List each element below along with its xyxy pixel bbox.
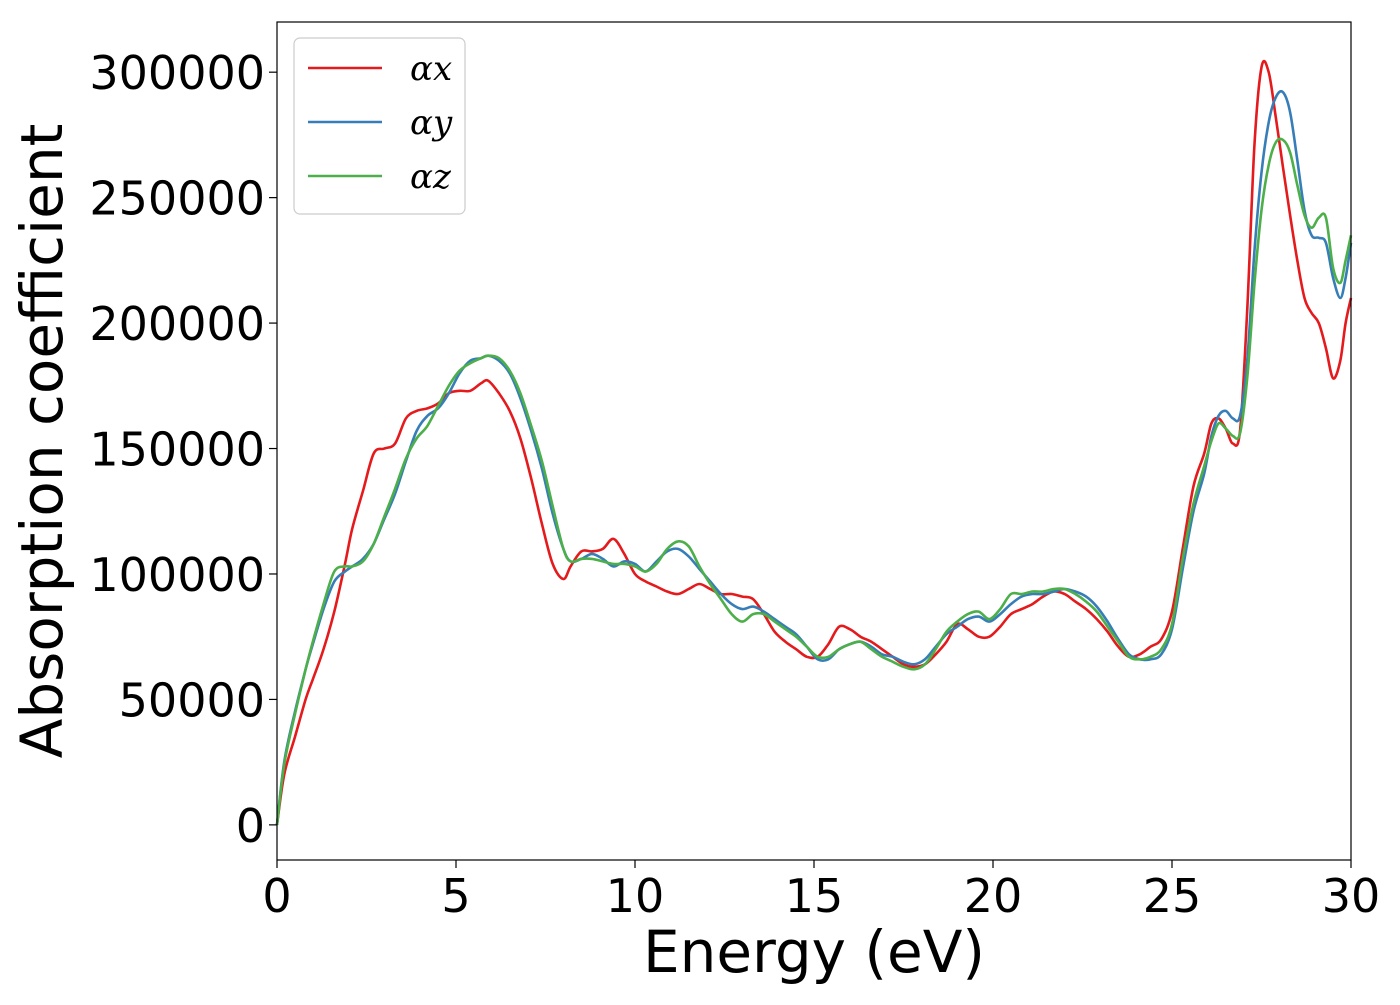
legend: αx αy αz	[293, 37, 466, 215]
legend-label-1: αx	[410, 49, 452, 89]
y-tick-label: 100000	[89, 548, 265, 602]
x-tick-label: 10	[606, 869, 665, 923]
x-tick-label: 0	[262, 869, 291, 923]
y-tick-label: 300000	[89, 46, 265, 100]
x-tick-label: 25	[1143, 869, 1202, 923]
x-axis: 0 5 10 15 20 25 30	[262, 860, 1380, 923]
x-tick-label: 30	[1322, 869, 1381, 923]
y-axis: 0 50000 100000 150000 200000 250000 300000	[89, 46, 277, 853]
series-line-3	[275, 137, 1353, 826]
x-axis-title: Energy (eV)	[643, 918, 985, 986]
legend-label-2: αy	[410, 103, 453, 143]
x-tick-label: 15	[785, 869, 844, 923]
y-axis-title: Absorption coefficient	[8, 124, 76, 759]
x-tick-label: 5	[441, 869, 470, 923]
series-line-1	[275, 59, 1353, 826]
y-tick-label: 50000	[119, 673, 265, 727]
y-tick-label: 150000	[89, 423, 265, 477]
y-tick-label: 200000	[89, 297, 265, 351]
legend-box	[293, 37, 466, 215]
legend-items: αx αy αz	[308, 49, 453, 197]
series-layer	[275, 59, 1353, 826]
y-tick-label: 250000	[89, 172, 265, 226]
y-tick-label: 0	[236, 799, 265, 853]
legend-label-3: αz	[410, 157, 452, 197]
x-tick-label: 20	[964, 869, 1023, 923]
